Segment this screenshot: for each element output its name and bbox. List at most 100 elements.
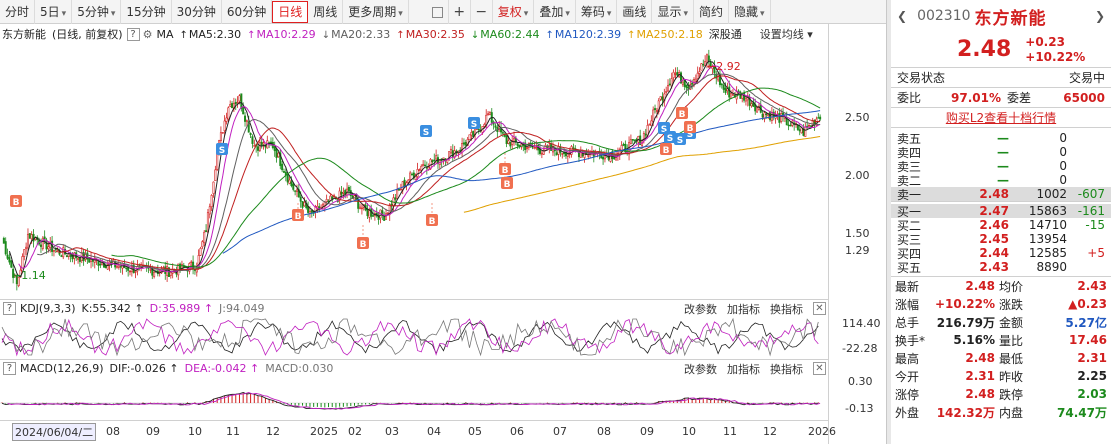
candle-body bbox=[796, 124, 799, 130]
help-icon[interactable]: ? bbox=[3, 362, 16, 375]
ask-row[interactable]: 卖二 — 0 bbox=[891, 173, 1111, 188]
candle-body bbox=[431, 160, 434, 162]
period-tab-15min[interactable]: 15分钟 bbox=[121, 0, 172, 24]
candle-body bbox=[672, 71, 675, 78]
ask-row[interactable]: 卖一 2.48 1002 -607 bbox=[891, 187, 1111, 202]
period-tab-weekly[interactable]: 周线 bbox=[308, 0, 344, 24]
macd-edit-params-button[interactable]: 改参数 bbox=[684, 362, 717, 376]
buy-signal-icon bbox=[357, 237, 369, 249]
macd-add-indicator-button[interactable]: 加指标 bbox=[727, 362, 760, 376]
kdj-chart[interactable] bbox=[0, 317, 828, 357]
candle-body bbox=[648, 123, 651, 126]
kdj-line bbox=[1, 317, 819, 357]
weibi-label: 委比 bbox=[897, 91, 922, 105]
period-tab-5day[interactable]: 5日 ▾ bbox=[35, 0, 73, 24]
l2-upgrade-link[interactable]: 购买L2查看十档行情 bbox=[891, 108, 1111, 128]
kdj-edit-params-button[interactable]: 改参数 bbox=[684, 302, 717, 316]
ask-volume: 0 bbox=[1059, 131, 1067, 145]
stat-value: 5.16% bbox=[953, 333, 995, 347]
chevron-down-icon: ▾ bbox=[523, 8, 529, 19]
adjust-dropdown[interactable]: 复权 ▾ bbox=[493, 0, 535, 24]
price-change-block: +0.23 +10.22% bbox=[1025, 35, 1085, 65]
current-date-label: 2024/06/04/二 bbox=[12, 423, 97, 441]
period-tab-intraday[interactable]: 分时 bbox=[0, 0, 36, 24]
date-tick: 12 bbox=[763, 425, 777, 438]
stat-row: 最高 2.48 最低 2.31 bbox=[891, 349, 1111, 367]
date-tick: 05 bbox=[468, 425, 482, 438]
macd-chart[interactable] bbox=[0, 377, 828, 419]
next-stock-icon[interactable]: ❯ bbox=[1094, 9, 1105, 23]
simple-mode-button[interactable]: 简约 bbox=[694, 0, 729, 24]
sell-signal-icon bbox=[468, 117, 480, 129]
ask-row[interactable]: 卖三 — 0 bbox=[891, 159, 1111, 174]
candle-body bbox=[516, 143, 519, 147]
legend-ma-value: MA10:2.29 bbox=[256, 27, 316, 41]
window-toggle-button[interactable] bbox=[427, 0, 449, 24]
chips-button[interactable]: 筹码 ▾ bbox=[576, 0, 618, 24]
bid-row[interactable]: 买三 2.45 13954 bbox=[891, 232, 1111, 247]
candle-body bbox=[644, 133, 647, 136]
stat-value: 2.31 bbox=[965, 369, 995, 383]
ask-row[interactable]: 卖四 — 0 bbox=[891, 145, 1111, 160]
ask-price: — bbox=[997, 145, 1009, 159]
ask-row[interactable]: 卖五 — 0 bbox=[891, 131, 1111, 146]
macd-switch-indicator-button[interactable]: 换指标 bbox=[770, 362, 803, 376]
candle-body bbox=[260, 141, 263, 147]
set-ma-button[interactable]: 设置均线 ▾ bbox=[759, 28, 813, 41]
candle-body bbox=[43, 236, 46, 240]
period-tab-more[interactable]: 更多周期 ▾ bbox=[343, 0, 409, 24]
candle-body bbox=[674, 73, 677, 75]
help-icon[interactable]: ? bbox=[126, 27, 140, 41]
hide-dropdown[interactable]: 隐藏 ▾ bbox=[729, 0, 771, 24]
period-tab-30min[interactable]: 30分钟 bbox=[172, 0, 222, 24]
candle-body bbox=[4, 241, 7, 255]
candle-body bbox=[409, 172, 412, 181]
overlay-dropdown[interactable]: 叠加 ▾ bbox=[534, 0, 576, 24]
stat-row: 涨停 2.48 跌停 2.03 bbox=[891, 385, 1111, 403]
bid-row[interactable]: 买四 2.44 12585 +5 bbox=[891, 246, 1111, 261]
gear-icon[interactable]: ⚙ bbox=[142, 27, 153, 41]
period-tab-5min[interactable]: 5分钟 ▾ bbox=[72, 0, 122, 24]
candle-body bbox=[240, 93, 243, 109]
bid-volume: 12585 bbox=[1028, 246, 1067, 260]
legend-ma-item: ↓MA60:2.44 bbox=[471, 28, 540, 41]
prev-stock-icon[interactable]: ❮ bbox=[897, 9, 908, 23]
candle-body bbox=[372, 215, 375, 217]
bid-row[interactable]: 买一 2.47 15863 -161 bbox=[891, 204, 1111, 219]
zoom-out-button[interactable]: − bbox=[471, 0, 493, 24]
candle-body bbox=[190, 261, 193, 264]
macd-buttons: 改参数 加指标 换指标 ✕ bbox=[674, 361, 828, 377]
bid-price: 2.45 bbox=[979, 232, 1009, 246]
candle-body bbox=[251, 136, 254, 144]
date-tick: 08 bbox=[597, 425, 611, 438]
kdj-add-indicator-button[interactable]: 加指标 bbox=[727, 302, 760, 316]
close-icon[interactable]: ✕ bbox=[813, 362, 826, 375]
draw-line-button[interactable]: 画线 bbox=[617, 0, 653, 24]
candle-body bbox=[17, 276, 20, 287]
candle-body bbox=[2, 237, 5, 244]
candle-body bbox=[214, 169, 217, 182]
bid-volume: 8890 bbox=[1036, 260, 1067, 274]
candle-body bbox=[386, 212, 389, 215]
period-tab-60min[interactable]: 60分钟 bbox=[222, 0, 273, 24]
display-dropdown[interactable]: 显示 ▾ bbox=[652, 0, 694, 24]
candle-body bbox=[125, 267, 128, 270]
panel-splitter[interactable] bbox=[886, 0, 891, 444]
zoom-in-button[interactable]: + bbox=[449, 0, 471, 24]
period-tab-daily[interactable]: 日线 bbox=[272, 0, 309, 23]
bid-row[interactable]: 买五 2.43 8890 bbox=[891, 260, 1111, 275]
help-icon[interactable]: ? bbox=[3, 302, 16, 315]
arrow-up-icon: ↑ bbox=[247, 29, 256, 41]
kdj-switch-indicator-button[interactable]: 换指标 bbox=[770, 302, 803, 316]
candle-body bbox=[581, 154, 584, 157]
candle-body bbox=[464, 142, 467, 146]
bid-row[interactable]: 买二 2.46 14710 -15 bbox=[891, 218, 1111, 233]
legend-ma-item: ↓MA20:2.33 bbox=[322, 28, 391, 41]
stat-label: 今开 bbox=[895, 369, 920, 384]
candle-body bbox=[294, 190, 297, 192]
close-icon[interactable]: ✕ bbox=[813, 302, 826, 315]
macd-value: MACD:0.030 bbox=[265, 362, 334, 375]
stat-value: 2.31 bbox=[1077, 351, 1107, 365]
candle-body bbox=[10, 260, 13, 268]
